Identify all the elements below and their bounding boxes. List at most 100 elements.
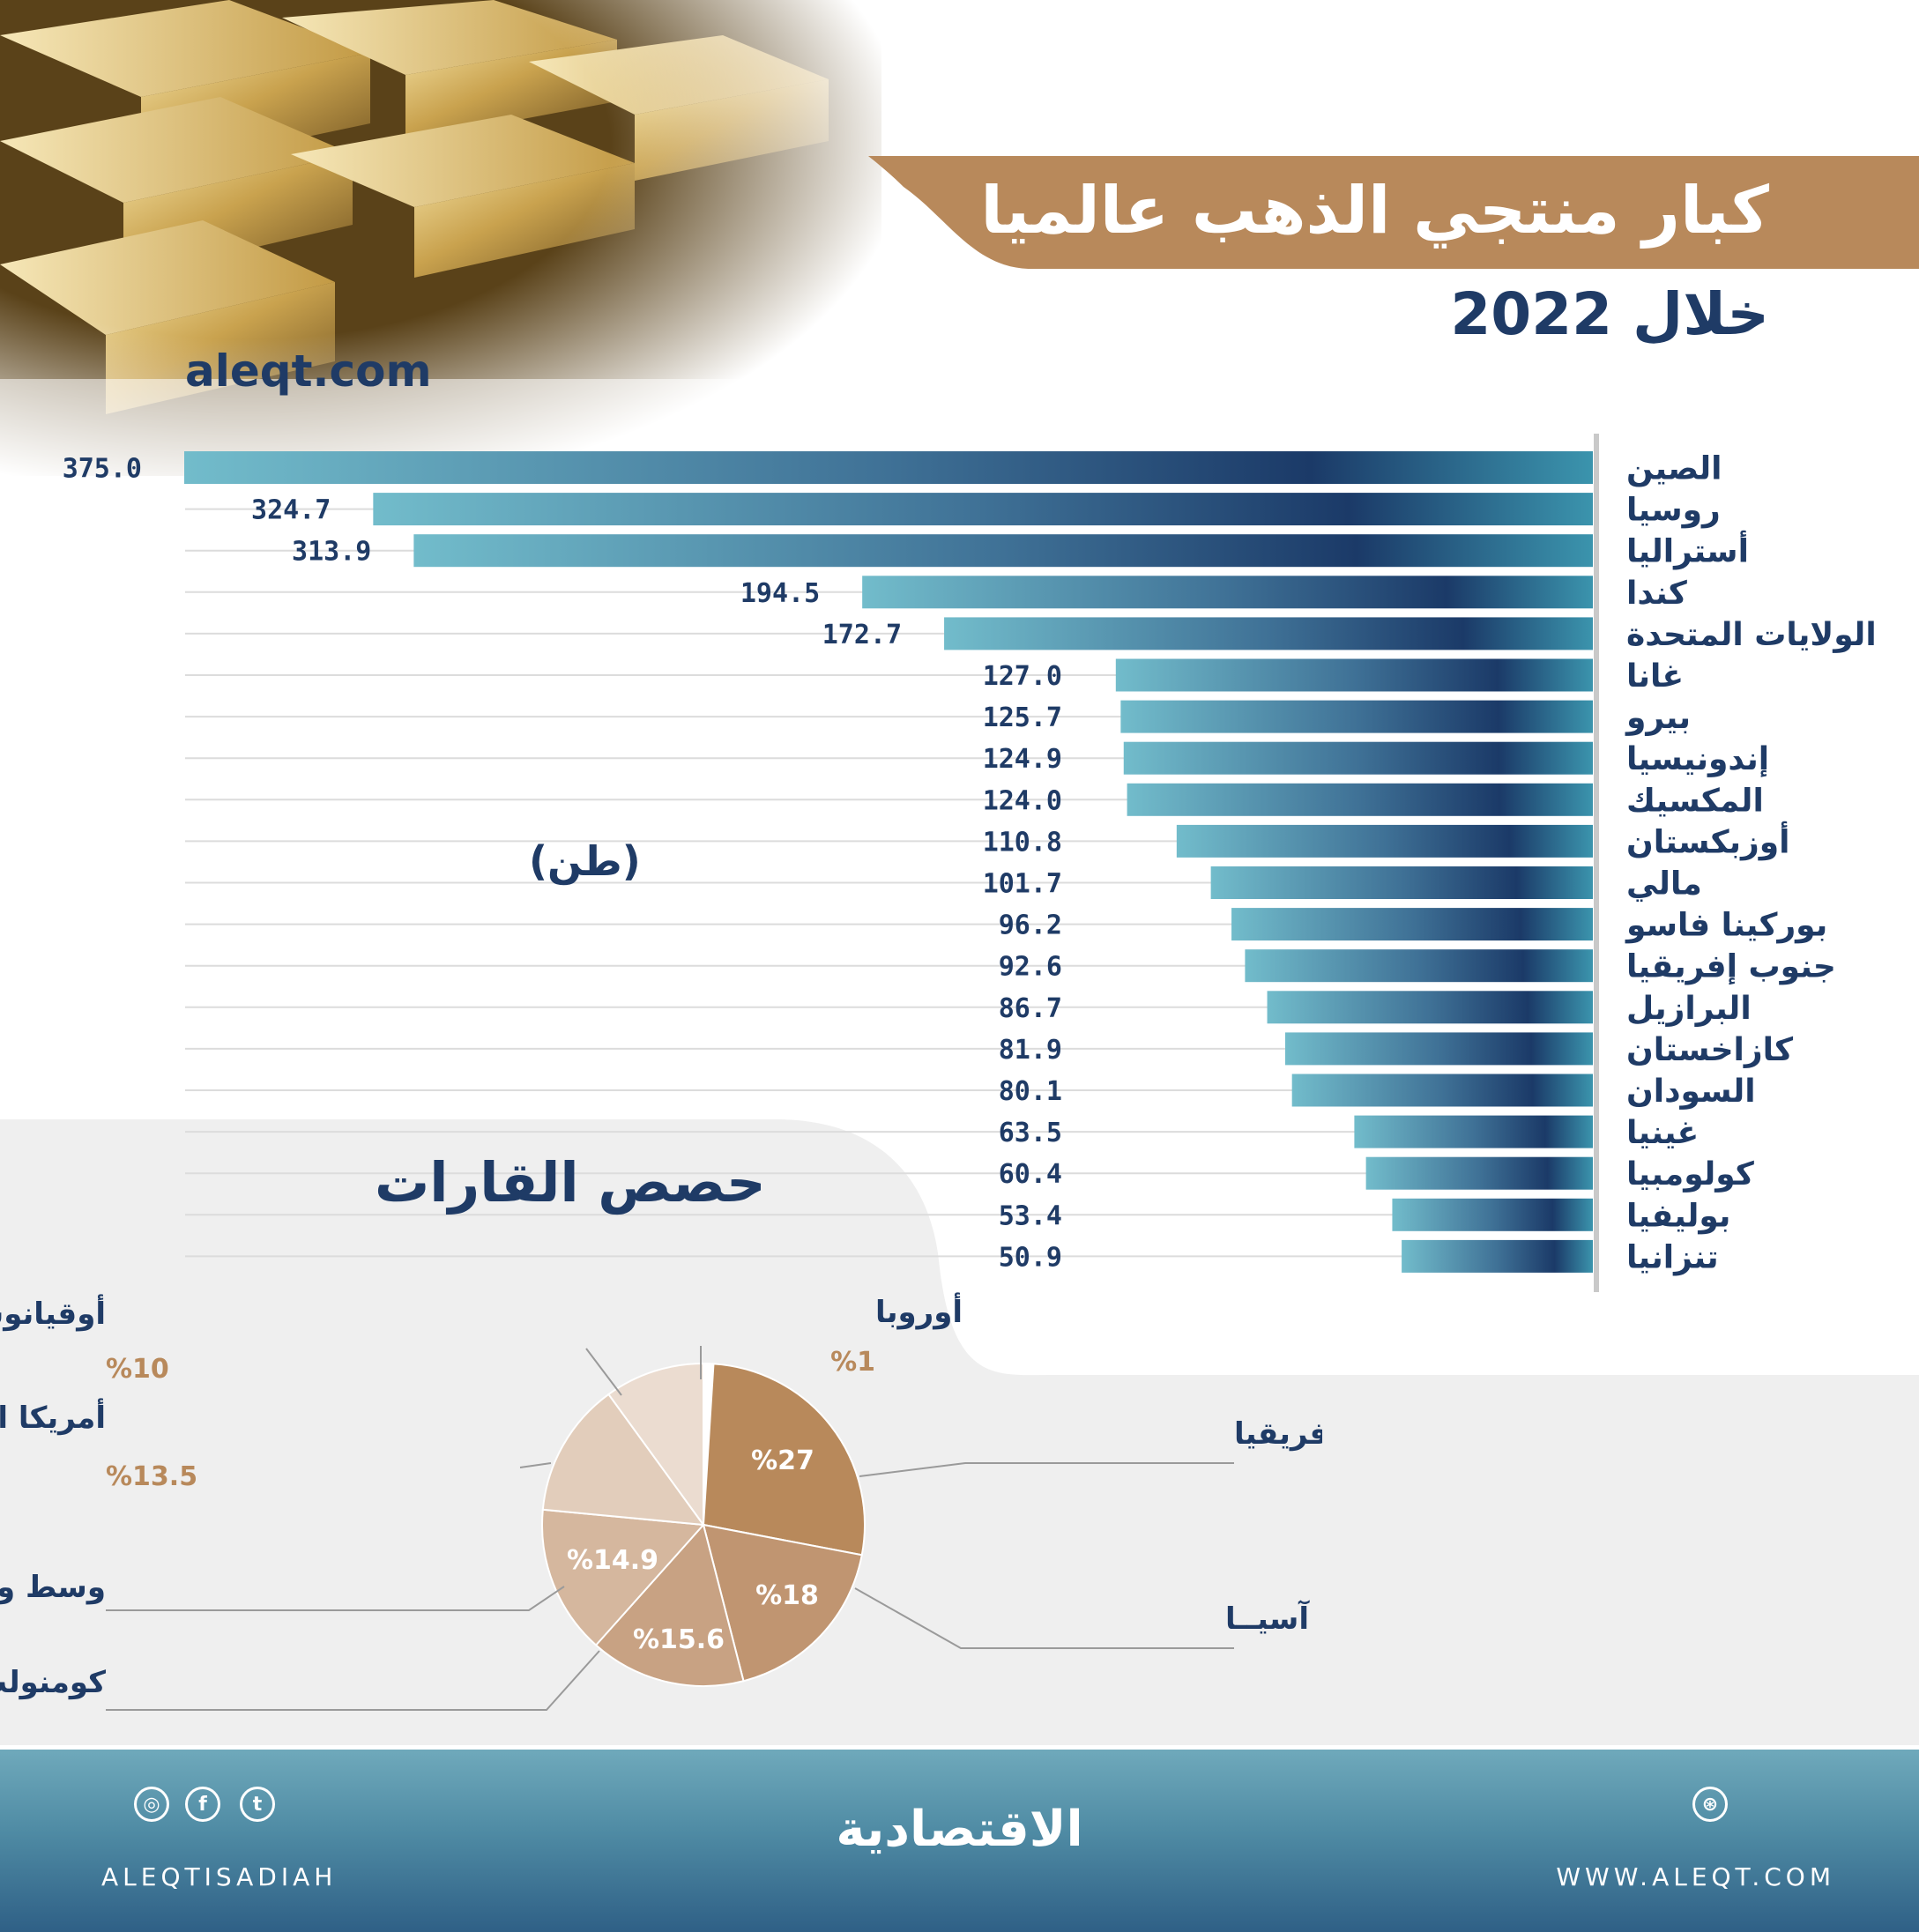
category-label: الصين — [1626, 451, 1722, 487]
dribbble-icon[interactable]: ⊛ — [1692, 1787, 1728, 1822]
value-label: 92.6 — [999, 952, 1062, 983]
producers-bar-chart: 375.0 الصين 324.7 روسيا 313.9 أستراليا 194.5 كن… — [63, 434, 1877, 1292]
pie-value-label: %15.6 — [633, 1624, 725, 1655]
unit-label: (طن) — [529, 837, 641, 885]
pie-value-label: %14.9 — [567, 1545, 658, 1576]
website-link[interactable]: WWW.ALEQT.COM — [1556, 1862, 1835, 1891]
value-label: 50.9 — [999, 1242, 1062, 1273]
category-label: مالي — [1626, 866, 1702, 903]
title-ribbon — [868, 156, 1919, 269]
pie-category-label: وسط وجنوب أمريكا — [0, 1567, 106, 1605]
bar — [413, 534, 1594, 568]
pie-value-label: %13.5 — [106, 1461, 197, 1492]
value-label: 127.0 — [983, 661, 1062, 692]
pie-slice — [594, 1522, 745, 1687]
leader-line — [106, 1586, 565, 1611]
leader-line — [106, 1650, 600, 1711]
footer-bar: ◎ f t ⊛ الاقتصادية ALEQTISADIAH WWW.ALEQ… — [0, 1750, 1919, 1932]
pie-category-label: إفريقيا — [1234, 1416, 1322, 1452]
site-url-label: aleqt.com — [185, 346, 432, 397]
pie-value-label: %27 — [751, 1445, 814, 1476]
chart-title: كبار منتجي الذهب عالميا — [980, 173, 1769, 249]
value-label: 63.5 — [999, 1118, 1062, 1148]
pie-category-label: كومنولث — [0, 1665, 106, 1700]
leader-line — [859, 1462, 1234, 1477]
bar — [1245, 949, 1593, 983]
category-label: روسيا — [1626, 493, 1721, 529]
category-label: كندا — [1626, 576, 1687, 612]
value-label: 124.9 — [983, 744, 1062, 775]
category-label: البرازيل — [1626, 991, 1752, 1027]
value-label: 375.0 — [63, 454, 142, 485]
chart-subtitle: خلال 2022 — [1450, 280, 1769, 348]
bar — [1176, 824, 1593, 858]
bar — [184, 451, 1593, 484]
category-label: غينيا — [1626, 1115, 1699, 1151]
value-label: 324.7 — [251, 495, 331, 526]
category-label: أستراليا — [1626, 531, 1749, 570]
category-label: غانا — [1626, 658, 1684, 695]
value-label: 96.2 — [999, 910, 1062, 941]
category-label: جنوب إفريقيا — [1626, 949, 1836, 985]
gold-bars-image — [0, 0, 881, 476]
bar — [1267, 991, 1593, 1024]
pie-category-label: آسيــا — [1225, 1600, 1310, 1637]
category-label: السودان — [1626, 1074, 1756, 1110]
category-label: إندونيسيا — [1626, 741, 1769, 777]
bar — [1291, 1074, 1593, 1107]
value-label: 60.4 — [999, 1159, 1062, 1190]
pie-slice — [702, 1363, 866, 1557]
category-label: بوركينا فاسو — [1625, 908, 1827, 944]
continents-pie-chart: أوروبا%1 إفريقيا %27 آسيــا %18 كومنولث %15.6 و… — [0, 1292, 1322, 1711]
category-label: بوليفيا — [1626, 1198, 1730, 1234]
bar — [1127, 783, 1593, 816]
continent-panel-background — [0, 1119, 1919, 1745]
bar — [1231, 908, 1593, 941]
pie-category-label: أمريكا الشمالية — [0, 1398, 106, 1436]
bar — [1284, 1032, 1593, 1066]
value-label: 53.4 — [999, 1200, 1062, 1231]
leader-line — [585, 1348, 622, 1396]
value-label: 86.7 — [999, 993, 1062, 1024]
pie-slice — [541, 1393, 706, 1527]
bar — [1354, 1115, 1593, 1148]
instagram-icon[interactable]: ◎ — [134, 1787, 169, 1822]
leader-line — [854, 1587, 1234, 1649]
bar — [1210, 866, 1593, 899]
value-label: 101.7 — [983, 869, 1062, 900]
bar — [1120, 700, 1593, 733]
twitter-icon[interactable]: t — [240, 1787, 275, 1822]
category-label: كولومبيا — [1626, 1156, 1754, 1193]
value-label: 125.7 — [983, 702, 1062, 733]
pie-category-label: أوروبا — [875, 1292, 963, 1330]
value-label: 313.9 — [292, 537, 371, 568]
value-label: 80.1 — [999, 1076, 1062, 1107]
bar — [1365, 1156, 1593, 1190]
category-label: تنزانيا — [1626, 1239, 1719, 1275]
facebook-icon[interactable]: f — [185, 1787, 220, 1822]
bar — [1115, 658, 1593, 692]
pie-value-label: %18 — [755, 1580, 819, 1611]
bar — [1123, 741, 1593, 775]
pie-category-label: أوقيانوسيا — [0, 1294, 106, 1332]
brand-logo: الاقتصادية — [836, 1801, 1083, 1858]
pie-slice — [702, 1523, 863, 1683]
value-label: 81.9 — [999, 1035, 1062, 1066]
bar — [944, 617, 1593, 650]
value-label: 124.0 — [983, 785, 1062, 816]
pie-value-label: %1 — [830, 1347, 875, 1378]
category-label: كازاخستان — [1626, 1032, 1793, 1068]
social-handle[interactable]: ALEQTISADIAH — [101, 1862, 338, 1891]
value-label: 110.8 — [983, 827, 1062, 858]
pie-slice — [541, 1508, 706, 1646]
leader-line — [519, 1462, 552, 1468]
bar — [1402, 1239, 1593, 1273]
category-label: أوزبكستان — [1626, 821, 1789, 860]
bar — [373, 493, 1593, 526]
value-label: 194.5 — [740, 578, 820, 609]
category-label: بيرو — [1625, 700, 1691, 736]
pie-slice — [607, 1362, 704, 1528]
category-label: المكسيك — [1626, 783, 1764, 819]
bar — [862, 576, 1593, 609]
bar — [1392, 1198, 1593, 1231]
